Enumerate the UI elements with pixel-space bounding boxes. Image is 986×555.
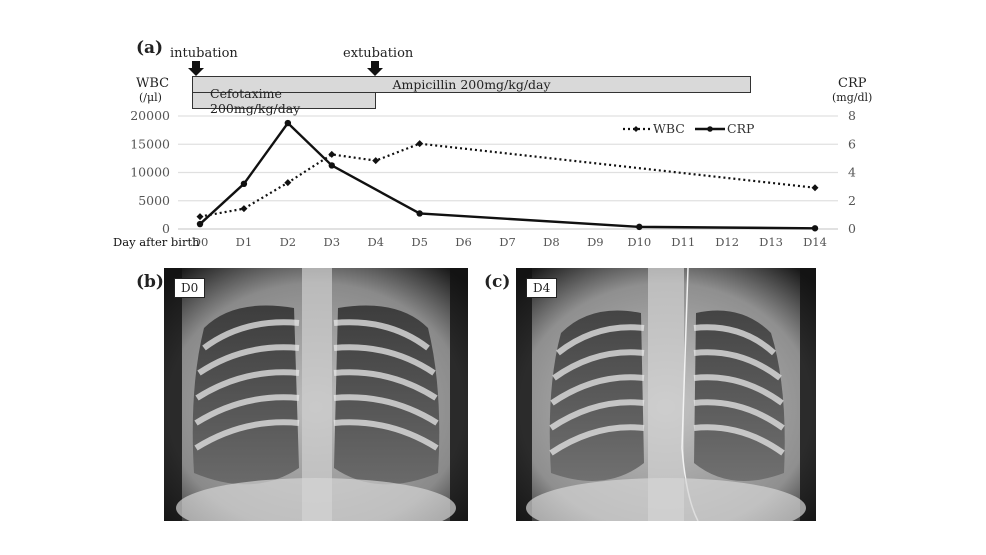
- y-right-tick: 2: [848, 193, 856, 208]
- crp-marker: [328, 162, 335, 169]
- intubation-label: intubation: [170, 46, 238, 61]
- x-tick: D13: [759, 235, 783, 249]
- x-tick: D5: [411, 235, 428, 249]
- xray-image-d0: [164, 268, 468, 521]
- y-left-tick: 20000: [130, 108, 170, 123]
- y-left-tick: 5000: [138, 193, 170, 208]
- wbc-marker: [416, 140, 424, 148]
- wbc-marker: [811, 184, 819, 192]
- crp-axis-unit: (mg/dl): [832, 91, 873, 104]
- y-right-tick: 0: [848, 221, 856, 236]
- x-tick: D11: [671, 235, 695, 249]
- x-axis-label: Day after birth: [113, 235, 200, 249]
- xray-image-d4: [516, 268, 816, 521]
- crp-marker: [811, 225, 819, 232]
- crp-marker: [240, 180, 248, 187]
- y-left-tick: 15000: [130, 136, 170, 151]
- wbc-axis-title: WBC: [136, 76, 170, 91]
- y-right-tick: 6: [848, 136, 856, 151]
- wbc-marker: [284, 179, 292, 187]
- chest-xray-d0: D0: [164, 268, 468, 521]
- cefotaxime-bar: Cefotaxime 200mg/kg/day: [192, 86, 376, 116]
- crp-axis-title: CRP: [838, 76, 867, 91]
- legend-wbc-label: WBC: [653, 121, 685, 136]
- x-tick: D14: [803, 235, 827, 249]
- ampicillin-bar-label: Ampicillin 200mg/kg/day: [392, 77, 551, 92]
- extubation-arrow-icon: [367, 61, 383, 76]
- x-tick: D12: [715, 235, 739, 249]
- y-left-tick: 10000: [130, 165, 170, 180]
- crp-marker: [284, 119, 292, 127]
- chest-xray-d4: D4: [516, 268, 816, 521]
- legend-crp-label: CRP: [727, 121, 754, 136]
- y-right-tick: 8: [848, 108, 856, 123]
- extubation-label: extubation: [343, 46, 414, 61]
- crp-marker: [416, 210, 423, 217]
- wbc-axis-unit: (/μl): [139, 91, 162, 104]
- panel-c-label: (c): [484, 272, 511, 292]
- wbc-marker: [240, 205, 248, 213]
- x-tick: D0: [192, 235, 209, 249]
- x-tick: D7: [499, 235, 516, 249]
- ampicillin-bar: Ampicillin 200mg/kg/day: [192, 76, 751, 93]
- y-right-tick: 4: [848, 165, 856, 180]
- crp-marker: [196, 220, 204, 228]
- wbc-marker: [196, 213, 204, 221]
- x-tick: D10: [627, 235, 651, 249]
- y-left-tick: 0: [162, 221, 170, 236]
- panel-b-label: (b): [136, 272, 164, 292]
- x-tick: D2: [280, 235, 297, 249]
- x-tick: D8: [543, 235, 560, 249]
- x-tick: D4: [367, 235, 384, 249]
- cefotaxime-bar-label: Cefotaxime 200mg/kg/day: [210, 85, 301, 116]
- wbc-marker: [328, 150, 336, 158]
- wbc-series-line: [199, 142, 816, 218]
- x-tick: D9: [587, 235, 604, 249]
- wbc-marker: [372, 157, 380, 165]
- wbc-crp-line-chart: 0 5000 10000 15000 20000 0 2 4 6 8 D0 D1 D2 D3 D4 D5 D6 D…: [113, 108, 856, 249]
- crp-series-line: [199, 121, 816, 230]
- x-tick: D6: [455, 235, 472, 249]
- x-tick: D3: [324, 235, 341, 249]
- xray-day-tag-d0: D0: [174, 278, 206, 298]
- panel-a-label: (a): [136, 38, 164, 58]
- crp-marker: [636, 223, 643, 231]
- x-tick: D1: [236, 235, 253, 249]
- intubation-arrow-icon: [188, 61, 204, 76]
- xray-day-tag-d4: D4: [526, 278, 558, 298]
